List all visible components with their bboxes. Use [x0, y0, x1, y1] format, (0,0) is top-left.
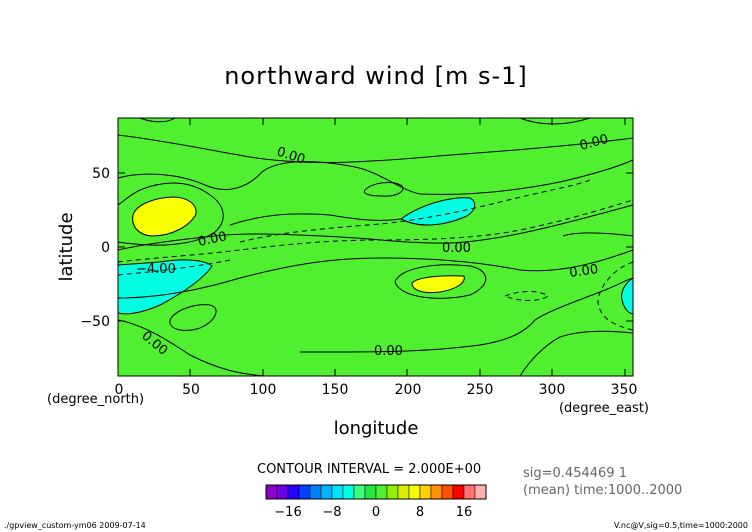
contour-line [117, 134, 634, 163]
contour-line-dashed [239, 179, 591, 243]
contour-line [117, 319, 266, 377]
contour-label: 0.00 [578, 132, 610, 154]
colorbar-cell [452, 484, 465, 500]
colorbar-tick-label: −16 [274, 505, 301, 520]
x-tick-label: 100 [250, 382, 277, 398]
y-tick-labels: 50 0 −50 [80, 166, 110, 330]
contour-line [519, 117, 591, 125]
sig-annotation: sig=0.454469 1 [523, 466, 627, 481]
y-axis-unit: (degree_north) [47, 392, 144, 407]
y-tick-label: −50 [80, 314, 110, 330]
colorbar-cell [375, 484, 388, 500]
negative-contour-lines [117, 179, 634, 331]
contour-line [363, 182, 404, 197]
colorbar-cell [265, 484, 278, 500]
contour-label: −4.00 [136, 262, 176, 277]
colorbar-frame [265, 484, 487, 500]
colorbar-cell [331, 484, 344, 500]
negative-region-northeast [400, 197, 476, 226]
y-tick-label: 50 [92, 166, 110, 182]
x-tick-label: 0 [115, 382, 124, 398]
colorbar-cell [441, 484, 454, 500]
contour-line [229, 213, 402, 226]
x-tick-label: 350 [611, 382, 638, 398]
x-axis-unit: (degree_east) [559, 401, 649, 416]
time-annotation: (mean) time:1000..2000 [523, 483, 682, 498]
contour-line [299, 277, 634, 353]
contour-line [394, 264, 487, 299]
contour-line-dashed [503, 291, 549, 301]
positive-region-west [132, 196, 197, 237]
contour-label: 0.00 [442, 241, 471, 256]
y-axis-label: latitude [56, 212, 77, 281]
colorbar-cell [386, 484, 399, 500]
colorbar-cell [353, 484, 366, 500]
plot-background [118, 118, 633, 376]
colorbar-tick-labels: −16 −8 0 8 16 [274, 505, 472, 520]
colorbar-cell [320, 484, 333, 500]
colorbar: −16 −8 0 8 16 [265, 484, 487, 520]
colorbar-cells [265, 484, 487, 500]
contour-line [117, 204, 634, 251]
x-axis-label: longitude [334, 418, 419, 439]
colorbar-cell [287, 484, 300, 500]
contour-label: 0.00 [374, 344, 403, 359]
chart-title: northward wind [m s-1] [224, 62, 528, 90]
contour-line [562, 232, 634, 237]
colorbar-cell [342, 484, 355, 500]
axis-ticks [117, 118, 633, 376]
colorbar-cell [397, 484, 410, 500]
negative-region-southwest [117, 259, 213, 315]
contour-line [117, 159, 634, 195]
x-tick-label: 200 [395, 382, 422, 398]
contour-line-dashed [117, 259, 231, 276]
colorbar-cell [298, 484, 311, 500]
colorbar-tick-label: 16 [456, 505, 473, 520]
plot-area: 0.00 0.00 0.00 0.00 0.00 0.00 0.00 −4.00 [117, 117, 634, 377]
colorbar-cell [408, 484, 421, 500]
colorbar-cell [463, 484, 476, 500]
contour-line-dashed [117, 199, 634, 263]
x-tick-label: 250 [467, 382, 494, 398]
contour-lines [117, 117, 634, 377]
colorbar-cell [419, 484, 432, 500]
colorbar-tick-label: 0 [372, 505, 380, 520]
colorbar-cell [364, 484, 377, 500]
footer-right: V.nc@V,sig=0.5,time=1000:2000 [614, 521, 748, 530]
colorbar-tick-label: −8 [322, 505, 341, 520]
contour-label: 0.00 [197, 229, 228, 250]
contour-line [139, 117, 176, 123]
x-tick-label: 150 [322, 382, 349, 398]
colorbar-cell [276, 484, 289, 500]
colorbar-cell [474, 484, 487, 500]
x-tick-label: 50 [182, 382, 200, 398]
contour-label: 0.00 [568, 262, 599, 281]
negative-region-east-edge [621, 277, 634, 315]
contour-line [169, 304, 217, 331]
contour-interval-text: CONTOUR INTERVAL = 2.000E+00 [257, 462, 481, 477]
colorbar-cell [430, 484, 443, 500]
x-tick-label: 300 [539, 382, 566, 398]
contour-line [519, 330, 634, 377]
y-tick-label: 0 [101, 240, 110, 256]
footer-left: ./gpview_custom-ym06 2009-07-14 [4, 521, 146, 530]
positive-region-south [411, 275, 465, 294]
colorbar-cell [309, 484, 322, 500]
x-tick-labels: 0 50 100 150 200 250 300 350 [115, 382, 638, 398]
colorbar-tick-label: 8 [416, 505, 424, 520]
contour-line [117, 182, 224, 246]
contour-line [117, 249, 634, 299]
